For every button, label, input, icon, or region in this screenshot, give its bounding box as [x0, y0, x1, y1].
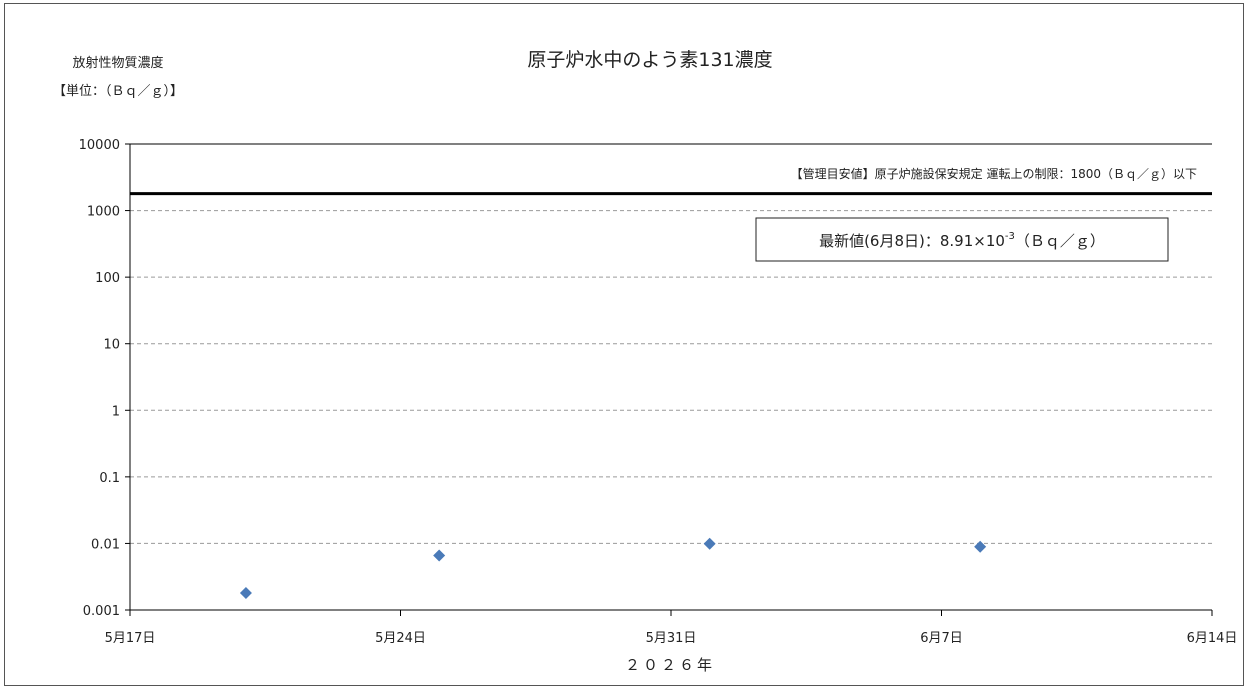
y-tick-label: 10000	[79, 138, 120, 153]
tick-labels: 10000 1000 100 10 1 0.1 0.01 0.001 5月17日 5月24日 5月3…	[79, 138, 1238, 646]
y-axis-label-line2: 【単位：（Ｂｑ／ｇ）】	[53, 83, 183, 99]
latest-value-box: 最新値(6月8日)：8.91×10-3（Ｂｑ／ｇ）	[755, 217, 1169, 262]
y-tick-label: 1	[112, 404, 120, 419]
latest-value-suffix: （Ｂｑ／ｇ）	[1015, 232, 1105, 250]
grid-lines	[130, 210, 1212, 544]
chart-frame	[4, 3, 1244, 686]
x-tick-label: 6月7日	[920, 631, 963, 646]
x-axis-label: ２０２６年	[625, 656, 715, 674]
y-axis-label-line1: 放射性物質濃度	[72, 55, 163, 71]
data-point-marker	[239, 587, 252, 600]
y-tick-label: 0.1	[99, 471, 120, 486]
latest-value-box-border	[755, 217, 1169, 262]
chart-title: 原子炉水中のよう素131濃度	[527, 49, 772, 71]
data-point-marker	[433, 549, 446, 562]
x-tick-label: 5月24日	[375, 631, 426, 646]
y-tick-label: 100	[95, 271, 120, 286]
y-tick-label: 1000	[87, 205, 120, 220]
latest-value-exponent: -3	[1005, 231, 1015, 242]
data-point-marker	[974, 540, 987, 553]
x-tick-label: 5月17日	[105, 631, 156, 646]
limit-line-label: 【管理目安値】原子炉施設保安規定 運転上の制限：1800（Ｂｑ／ｇ）以下	[791, 166, 1197, 181]
x-tick-label: 6月14日	[1187, 631, 1238, 646]
data-point-marker	[703, 537, 716, 550]
y-tick-label: 0.01	[91, 537, 120, 552]
y-tick-label: 10	[103, 338, 120, 353]
latest-value-text: 最新値(6月8日)：8.91×10-3（Ｂｑ／ｇ）	[819, 231, 1105, 250]
data-points	[239, 537, 987, 600]
latest-value-prefix: 最新値(6月8日)：8.91×10	[819, 232, 1005, 250]
axes	[125, 143, 1213, 616]
x-tick-label: 5月31日	[646, 631, 697, 646]
y-tick-label: 0.001	[83, 604, 120, 619]
